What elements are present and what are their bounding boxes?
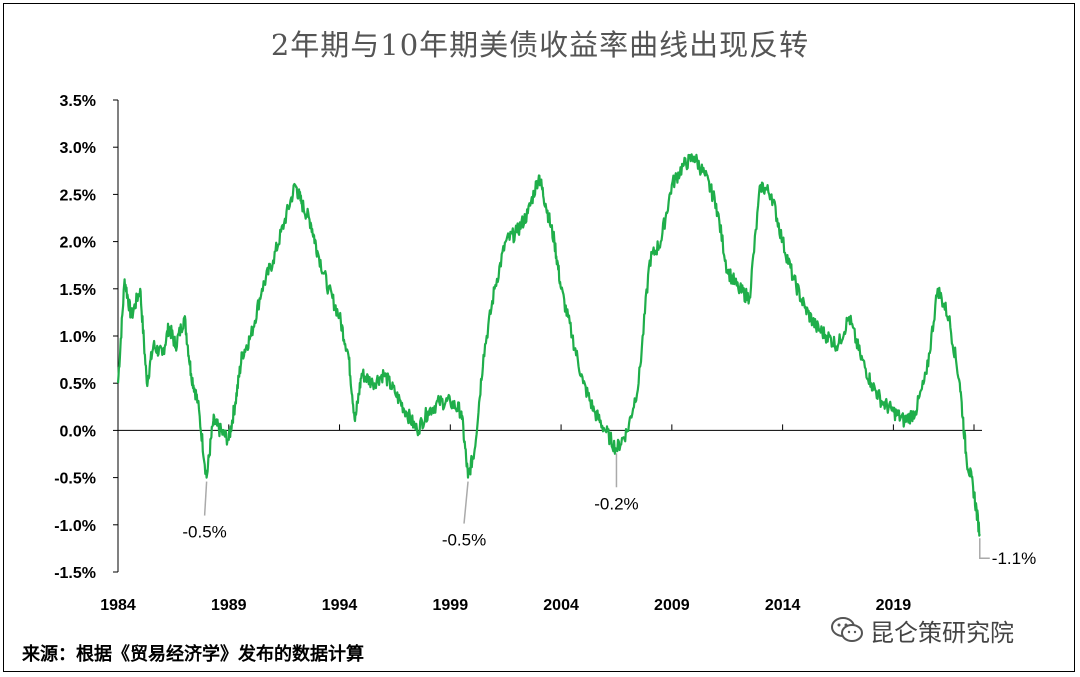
- annotation-label: -0.5%: [442, 531, 486, 550]
- annotation-leader: [463, 481, 469, 524]
- y-tick-label: -0.5%: [54, 471, 96, 488]
- chart-frame: [3, 3, 1075, 672]
- y-tick-label: 1.0%: [60, 329, 96, 346]
- x-tick-label: 1984: [100, 597, 136, 614]
- y-tick-label: 3.0%: [60, 140, 96, 157]
- chart-title: 2年期与10年期美债收益率曲线出现反转: [270, 28, 810, 62]
- series-line: [116, 153, 981, 537]
- x-tick-label: 1999: [433, 597, 469, 614]
- x-tick-label: 2019: [876, 597, 912, 614]
- x-tick-label: 2014: [765, 597, 801, 614]
- x-tick-label: 1994: [322, 597, 358, 614]
- annotation-leader: [203, 481, 208, 516]
- y-tick-label: 0.0%: [60, 423, 96, 440]
- y-tick-label: 0.5%: [60, 376, 96, 393]
- annotation-leader: [979, 538, 990, 559]
- annotation-label: -0.5%: [182, 523, 226, 542]
- y-tick-label: 2.0%: [60, 235, 96, 252]
- y-tick-label: 3.5%: [60, 93, 96, 110]
- x-tick-label: 1989: [211, 597, 247, 614]
- series-layer: [116, 153, 981, 537]
- y-tick-label: 2.5%: [60, 187, 96, 204]
- x-tick-label: 2004: [543, 597, 579, 614]
- source-note: 来源：根据《贸易经济学》发布的数据计算: [22, 644, 364, 665]
- axes: [113, 99, 982, 573]
- y-tick-label: -1.5%: [54, 565, 96, 582]
- y-tick-label: 1.5%: [60, 282, 96, 299]
- annotation-label: -1.1%: [992, 549, 1036, 568]
- wechat-icon: [830, 616, 864, 644]
- annotation-label: -0.2%: [594, 494, 638, 513]
- annotations: -0.5% -0.5% -0.2% -1.1%: [182, 453, 1036, 568]
- tick-labels: -1.5% -1.0% -0.5% 0.0% 0.5% 1.0% 1.5% 2.0% 2.5% 3…: [54, 93, 911, 614]
- watermark-text: 昆仑策研究院: [870, 618, 1014, 647]
- x-tick-label: 2009: [654, 597, 690, 614]
- y-tick-label: -1.0%: [54, 518, 96, 535]
- watermark: 昆仑策研究院: [830, 612, 1014, 648]
